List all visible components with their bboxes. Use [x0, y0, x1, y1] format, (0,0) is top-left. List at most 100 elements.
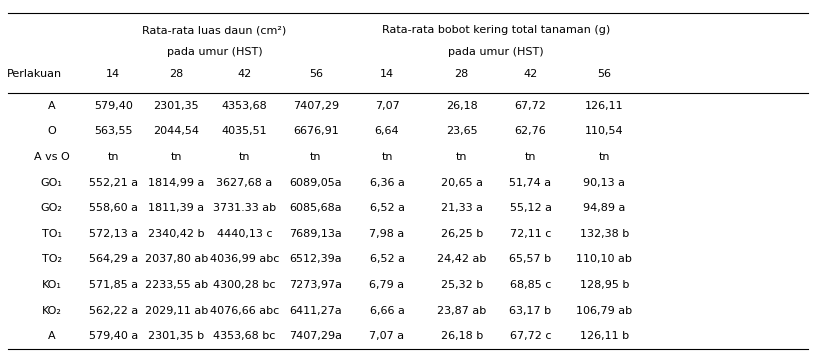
- Text: KO₁: KO₁: [42, 280, 61, 290]
- Text: 2044,54: 2044,54: [153, 126, 199, 136]
- Text: 7,07: 7,07: [374, 101, 399, 111]
- Text: A vs O: A vs O: [34, 152, 70, 162]
- Text: tn: tn: [107, 152, 119, 162]
- Text: 14: 14: [379, 69, 394, 79]
- Text: 67,72 c: 67,72 c: [509, 331, 550, 341]
- Text: 2233,55 ab: 2233,55 ab: [145, 280, 207, 290]
- Text: 56: 56: [308, 69, 323, 79]
- Text: 7273,97a: 7273,97a: [289, 280, 342, 290]
- Text: 6,36 a: 6,36 a: [369, 178, 404, 188]
- Text: 110,54: 110,54: [584, 126, 623, 136]
- Text: 26,25 b: 26,25 b: [440, 229, 482, 239]
- Text: 6,52 a: 6,52 a: [369, 255, 404, 265]
- Text: 126,11 b: 126,11 b: [579, 331, 628, 341]
- Text: pada umur (HST): pada umur (HST): [166, 47, 262, 57]
- Text: 7,98 a: 7,98 a: [369, 229, 404, 239]
- Text: 7407,29: 7407,29: [292, 101, 338, 111]
- Text: 579,40: 579,40: [93, 101, 133, 111]
- Text: 14: 14: [106, 69, 120, 79]
- Text: GO₂: GO₂: [41, 203, 62, 213]
- Text: tn: tn: [238, 152, 250, 162]
- Text: 4300,28 bc: 4300,28 bc: [213, 280, 275, 290]
- Text: 25,32 b: 25,32 b: [440, 280, 482, 290]
- Text: 6512,39a: 6512,39a: [289, 255, 342, 265]
- Text: 2029,11 ab: 2029,11 ab: [144, 306, 208, 316]
- Text: TO₁: TO₁: [42, 229, 61, 239]
- Text: 6,64: 6,64: [374, 126, 399, 136]
- Text: 3731.33 ab: 3731.33 ab: [213, 203, 275, 213]
- Text: 1811,39 a: 1811,39 a: [148, 203, 204, 213]
- Text: 90,13 a: 90,13 a: [582, 178, 625, 188]
- Text: 563,55: 563,55: [94, 126, 132, 136]
- Text: 21,33 a: 21,33 a: [440, 203, 482, 213]
- Text: 63,17 b: 63,17 b: [509, 306, 551, 316]
- Text: 20,65 a: 20,65 a: [440, 178, 482, 188]
- Text: 552,21 a: 552,21 a: [88, 178, 138, 188]
- Text: 126,11: 126,11: [584, 101, 623, 111]
- Text: 571,85 a: 571,85 a: [88, 280, 138, 290]
- Text: 4076,66 abc: 4076,66 abc: [210, 306, 278, 316]
- Text: 72,11 c: 72,11 c: [509, 229, 550, 239]
- Text: 110,10 ab: 110,10 ab: [576, 255, 631, 265]
- Text: 94,89 a: 94,89 a: [582, 203, 625, 213]
- Text: 6,52 a: 6,52 a: [369, 203, 404, 213]
- Text: 3627,68 a: 3627,68 a: [216, 178, 272, 188]
- Text: Rata-rata luas daun (cm²): Rata-rata luas daun (cm²): [143, 25, 286, 35]
- Text: 65,57 b: 65,57 b: [509, 255, 551, 265]
- Text: 4353,68 bc: 4353,68 bc: [213, 331, 275, 341]
- Text: 6676,91: 6676,91: [292, 126, 338, 136]
- Text: 4440,13 c: 4440,13 c: [216, 229, 272, 239]
- Text: 26,18: 26,18: [446, 101, 477, 111]
- Text: 2340,42 b: 2340,42 b: [148, 229, 204, 239]
- Text: 579,40 a: 579,40 a: [88, 331, 138, 341]
- Text: A: A: [48, 101, 56, 111]
- Text: O: O: [48, 126, 56, 136]
- Text: 6411,27a: 6411,27a: [289, 306, 342, 316]
- Text: tn: tn: [381, 152, 392, 162]
- Text: 62,76: 62,76: [514, 126, 545, 136]
- Text: 128,95 b: 128,95 b: [579, 280, 628, 290]
- Text: 6085,68a: 6085,68a: [289, 203, 342, 213]
- Text: 2037,80 ab: 2037,80 ab: [144, 255, 208, 265]
- Text: 558,60 a: 558,60 a: [88, 203, 138, 213]
- Text: tn: tn: [310, 152, 321, 162]
- Text: 2301,35 b: 2301,35 b: [148, 331, 204, 341]
- Text: tn: tn: [524, 152, 536, 162]
- Text: 4353,68: 4353,68: [221, 101, 267, 111]
- Text: 106,79 ab: 106,79 ab: [576, 306, 631, 316]
- Text: 67,72: 67,72: [514, 101, 545, 111]
- Text: 51,74 a: 51,74 a: [509, 178, 551, 188]
- Text: 28: 28: [454, 69, 468, 79]
- Text: TO₂: TO₂: [42, 255, 61, 265]
- Text: 7,07 a: 7,07 a: [369, 331, 404, 341]
- Text: 6,79 a: 6,79 a: [369, 280, 404, 290]
- Text: 7407,29a: 7407,29a: [289, 331, 342, 341]
- Text: 564,29 a: 564,29 a: [88, 255, 138, 265]
- Text: 6,66 a: 6,66 a: [369, 306, 404, 316]
- Text: 1814,99 a: 1814,99 a: [148, 178, 204, 188]
- Text: 6089,05a: 6089,05a: [289, 178, 342, 188]
- Text: 562,22 a: 562,22 a: [88, 306, 138, 316]
- Text: 68,85 c: 68,85 c: [509, 280, 550, 290]
- Text: Perlakuan: Perlakuan: [7, 69, 61, 79]
- Text: 42: 42: [237, 69, 251, 79]
- Text: 7689,13a: 7689,13a: [289, 229, 342, 239]
- Text: 23,65: 23,65: [446, 126, 477, 136]
- Text: A: A: [48, 331, 56, 341]
- Text: 28: 28: [169, 69, 183, 79]
- Text: GO₁: GO₁: [41, 178, 62, 188]
- Text: tn: tn: [170, 152, 182, 162]
- Text: 4036,99 abc: 4036,99 abc: [210, 255, 278, 265]
- Text: 4035,51: 4035,51: [221, 126, 267, 136]
- Text: 23,87 ab: 23,87 ab: [437, 306, 486, 316]
- Text: tn: tn: [598, 152, 609, 162]
- Text: pada umur (HST): pada umur (HST): [447, 47, 543, 57]
- Text: KO₂: KO₂: [42, 306, 61, 316]
- Text: 56: 56: [596, 69, 611, 79]
- Text: 2301,35: 2301,35: [153, 101, 199, 111]
- Text: 24,42 ab: 24,42 ab: [437, 255, 486, 265]
- Text: Rata-rata bobot kering total tanaman (g): Rata-rata bobot kering total tanaman (g): [381, 25, 609, 35]
- Text: 26,18 b: 26,18 b: [440, 331, 482, 341]
- Text: 572,13 a: 572,13 a: [88, 229, 138, 239]
- Text: 42: 42: [523, 69, 537, 79]
